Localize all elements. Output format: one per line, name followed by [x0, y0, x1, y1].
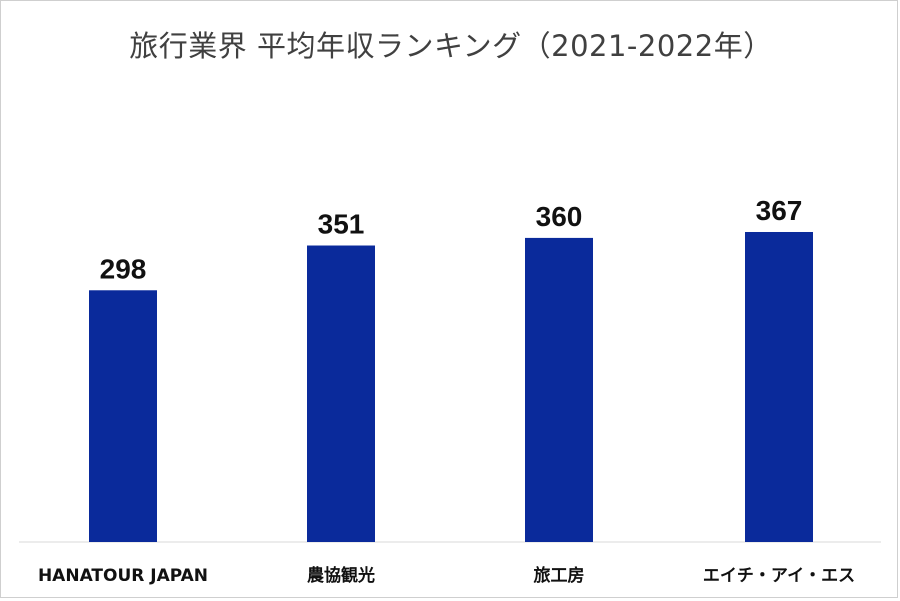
- category-label-3: 旅工房: [534, 565, 585, 586]
- value-label-3: 360: [536, 201, 583, 232]
- value-labels-group: 298 351 360 367: [100, 195, 803, 284]
- category-labels-group: HANATOUR JAPAN 農協観光 旅工房 エイチ・アイ・エス: [38, 565, 855, 586]
- bar-4: [745, 231, 813, 542]
- bar-3: [525, 237, 593, 542]
- category-label-4: エイチ・アイ・エス: [703, 566, 855, 586]
- bar-1: [89, 290, 157, 542]
- bar-2: [307, 245, 375, 542]
- value-label-4: 367: [756, 195, 803, 226]
- category-label-1: HANATOUR JAPAN: [38, 566, 208, 586]
- value-label-2: 351: [318, 209, 365, 240]
- category-label-2: 農協観光: [307, 565, 375, 586]
- bars-group: [89, 231, 813, 542]
- chart-title: 旅行業界 平均年収ランキング（2021-2022年）: [129, 29, 773, 63]
- value-label-1: 298: [100, 253, 147, 284]
